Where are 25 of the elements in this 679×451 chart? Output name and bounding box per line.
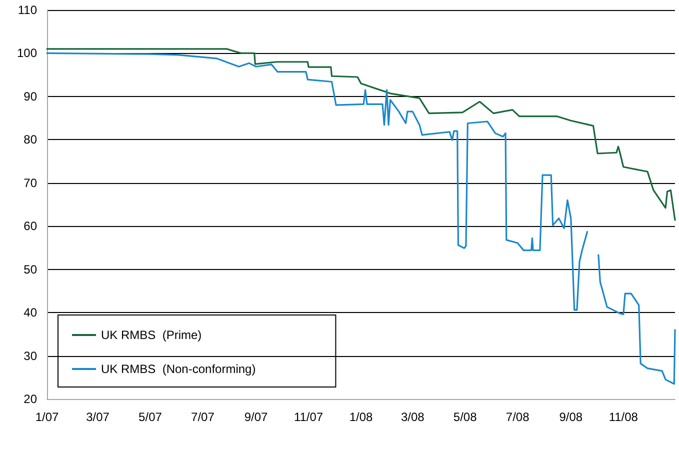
legend-label: UK RMBS (Prime) (101, 328, 202, 342)
x-tick-label: 9/08 (559, 410, 583, 424)
x-tick-label: 7/08 (506, 410, 530, 424)
line-series (46, 48, 676, 221)
x-tick-label: 5/08 (453, 410, 478, 424)
y-tick-label: 50 (24, 262, 38, 276)
legend-label: UK RMBS (Non-conforming) (101, 362, 256, 376)
y-tick-label: 90 (24, 89, 38, 104)
x-tick-label: 9/07 (244, 410, 268, 424)
x-tick-label: 11/07 (294, 410, 324, 424)
x-tick-label: 1/08 (349, 410, 373, 424)
y-tick-label: 100 (16, 46, 38, 60)
y-tick-label: 110 (18, 3, 38, 17)
x-tick-label: 1/07 (35, 410, 59, 424)
x-tick-label: 11/08 (608, 410, 638, 424)
y-tick-label: 80 (24, 132, 38, 147)
x-tick-label: 3/07 (86, 410, 110, 424)
y-tick-label: 40 (24, 306, 38, 320)
x-tick-label: 5/07 (138, 410, 162, 424)
y-tick-label: 60 (24, 219, 38, 234)
y-tick-label: 70 (24, 176, 38, 190)
x-tick-label: 7/07 (191, 410, 215, 424)
y-tick-label: 20 (24, 392, 38, 406)
x-tick-label: 3/08 (400, 410, 425, 424)
y-tick-label: 30 (24, 348, 38, 363)
